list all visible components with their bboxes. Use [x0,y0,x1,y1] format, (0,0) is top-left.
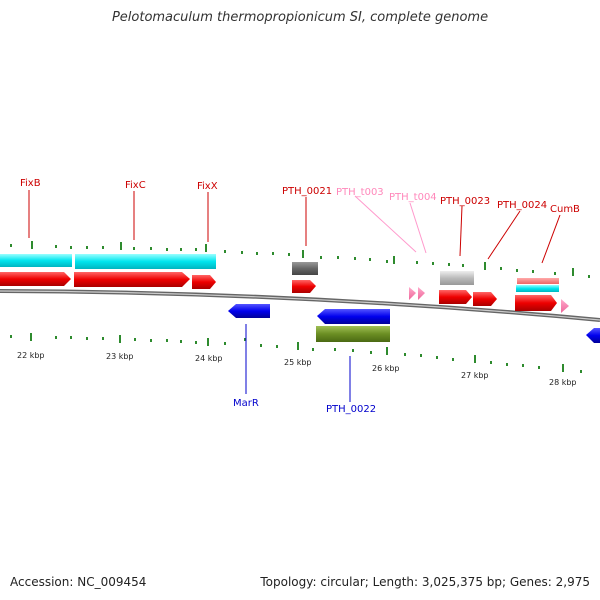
feature-cumb-salmon [517,278,559,284]
reverse-cds-row [228,304,600,343]
callout-lines [28,190,561,402]
cyan-feature-fixb [0,254,72,267]
cds-pth-0023 [439,290,472,304]
label-pth-0022: PTH_0022 [326,404,376,415]
genome-backbone [0,289,600,322]
scale-label-27kbp: 27 kbp [461,371,489,380]
label-fixb: FixB [20,178,41,189]
label-pth-0021: PTH_0021 [282,186,332,197]
cds-pth-0021 [292,280,316,293]
cds-reverse-edge [586,328,600,343]
feature-pth-0021-gray [292,262,318,275]
trna-after-cumb [561,299,569,313]
map-title: Pelotomaculum thermopropionicum SI, comp… [111,10,489,25]
cyan-feature-fixc [75,254,216,269]
cds-pth-0024 [473,292,497,306]
scale-label-24kbp: 24 kbp [195,354,223,363]
scale-label-23kbp: 23 kbp [106,352,134,361]
label-pth-t004: PTH_t004 [389,192,437,203]
label-fixc: FixC [125,180,146,191]
cds-fixc [74,272,190,287]
scale-label-25kbp: 25 kbp [284,358,312,367]
outer-tick-row [10,241,590,278]
scale-label-22kbp: 22 kbp [17,351,45,360]
cds-cumb [515,295,557,311]
label-pth-t003: PTH_t003 [336,187,384,198]
label-cumb: CumB [550,204,580,215]
cds-fixx [192,275,216,289]
accession-text: Accession: NC_009454 [10,575,147,589]
scale-label-28kbp: 28 kbp [549,378,577,387]
scale-label-26kbp: 26 kbp [372,364,400,373]
trna-pth-t003 [409,287,416,300]
feature-labels: FixB FixC FixX PTH_0021 PTH_t003 PTH_t00… [20,178,580,415]
feature-pth-0022-olive [316,326,390,342]
topology-text: Topology: circular; Length: 3,025,375 bp… [260,575,590,589]
trna-pth-t004 [418,287,425,300]
cds-pth-0022 [317,309,390,324]
label-pth-0024: PTH_0024 [497,200,547,211]
label-fixx: FixX [197,181,218,192]
feature-cumb-cyan [516,285,559,292]
label-pth-0023: PTH_0023 [440,196,490,207]
feature-pth-0023-gray [440,271,474,285]
forward-cds-row [0,262,569,313]
cds-marr [228,304,270,318]
scale-labels: 22 kbp 23 kbp 24 kbp 25 kbp 26 kbp 27 kb… [17,351,577,387]
cds-fixb [0,272,71,286]
label-marr: MarR [233,398,259,409]
inner-tick-row [10,333,582,373]
cyan-feature-row [0,254,216,269]
